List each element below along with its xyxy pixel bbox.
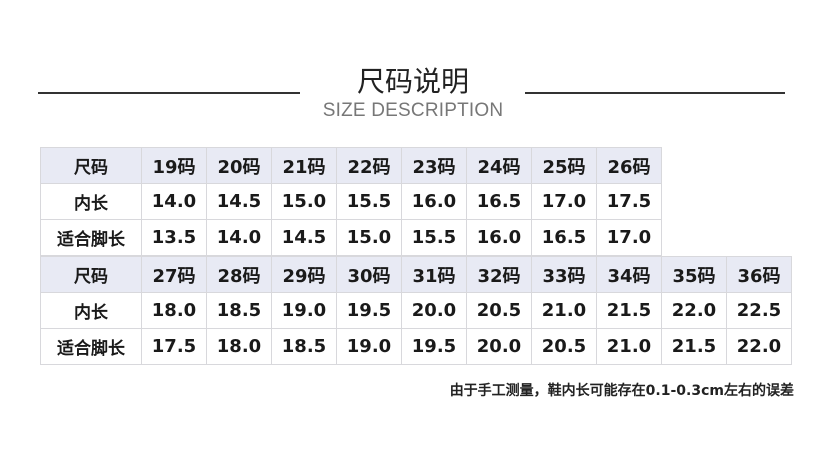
table-cell: 21码 [271, 147, 337, 184]
table-cell: 17.0 [596, 219, 662, 256]
table-cell: 22.0 [661, 292, 727, 329]
foot-length-row: 适合脚长 13.5 14.0 14.5 15.0 15.5 16.0 16.5 17.0 [40, 219, 662, 256]
table-cell: 21.0 [531, 292, 597, 329]
table-cell: 21.0 [596, 328, 662, 365]
table-cell: 18.5 [206, 292, 272, 329]
table-cell: 19码 [141, 147, 207, 184]
row-label: 适合脚长 [40, 328, 142, 365]
table-cell: 19.5 [401, 328, 467, 365]
table-cell: 15.5 [401, 219, 467, 256]
size-row: 尺码 19码 20码 21码 22码 23码 24码 25码 26码 [40, 147, 662, 184]
left-rule [38, 92, 300, 94]
table-cell: 25码 [531, 147, 597, 184]
table-cell: 16.0 [466, 219, 532, 256]
table-cell: 19.5 [336, 292, 402, 329]
row-label: 适合脚长 [40, 219, 142, 256]
table-cell: 18.5 [271, 328, 337, 365]
table-cell: 31码 [401, 256, 467, 293]
table-cell: 19.0 [271, 292, 337, 329]
page-subtitle: SIZE DESCRIPTION [322, 100, 504, 121]
table-cell: 20.0 [466, 328, 532, 365]
table-cell: 15.5 [336, 183, 402, 220]
table-cell: 21.5 [661, 328, 727, 365]
table-cell: 14.5 [271, 219, 337, 256]
table-cell: 29码 [271, 256, 337, 293]
table-cell: 17.5 [596, 183, 662, 220]
table-cell: 27码 [141, 256, 207, 293]
table-cell: 24码 [466, 147, 532, 184]
row-label: 内长 [40, 183, 142, 220]
row-label: 尺码 [40, 256, 142, 293]
table-cell: 20.0 [401, 292, 467, 329]
table-cell: 22.5 [726, 292, 792, 329]
table-cell: 21.5 [596, 292, 662, 329]
table-cell: 20.5 [466, 292, 532, 329]
row-label: 内长 [40, 292, 142, 329]
size-row: 尺码 27码 28码 29码 30码 31码 32码 33码 34码 35码 36码 [40, 256, 792, 293]
foot-length-row: 适合脚长 17.5 18.0 18.5 19.0 19.5 20.0 20.5 21.0 21.5… [40, 328, 792, 365]
table-cell: 14.5 [206, 183, 272, 220]
measurement-note: 由于手工测量，鞋内长可能存在0.1-0.3cm左右的误差 [449, 383, 794, 399]
table-cell: 34码 [596, 256, 662, 293]
page-title: 尺码说明 [356, 65, 469, 98]
table-cell: 15.0 [336, 219, 402, 256]
table-cell: 30码 [336, 256, 402, 293]
table-cell: 22码 [336, 147, 402, 184]
table-cell: 17.5 [141, 328, 207, 365]
right-rule [525, 92, 785, 94]
table-cell: 18.0 [141, 292, 207, 329]
table-cell: 20码 [206, 147, 272, 184]
table-cell: 32码 [466, 256, 532, 293]
inner-length-row: 内长 14.0 14.5 15.0 15.5 16.0 16.5 17.0 17.5 [40, 183, 662, 220]
table-cell: 26码 [596, 147, 662, 184]
table-cell: 28码 [206, 256, 272, 293]
table-cell: 16.5 [466, 183, 532, 220]
row-label: 尺码 [40, 147, 142, 184]
table-cell: 14.0 [141, 183, 207, 220]
table-cell: 16.5 [531, 219, 597, 256]
table-cell: 35码 [661, 256, 727, 293]
table-cell: 23码 [401, 147, 467, 184]
table-cell: 18.0 [206, 328, 272, 365]
table-cell: 20.5 [531, 328, 597, 365]
table-cell: 22.0 [726, 328, 792, 365]
table-cell: 15.0 [271, 183, 337, 220]
table-cell: 16.0 [401, 183, 467, 220]
table-cell: 17.0 [531, 183, 597, 220]
table-cell: 14.0 [206, 219, 272, 256]
inner-length-row: 内长 18.0 18.5 19.0 19.5 20.0 20.5 21.0 21.5 22.0 22… [40, 292, 792, 329]
table-cell: 13.5 [141, 219, 207, 256]
table-cell: 33码 [531, 256, 597, 293]
table-cell: 36码 [726, 256, 792, 293]
table-cell: 19.0 [336, 328, 402, 365]
size-table-2: 尺码 27码 28码 29码 30码 31码 32码 33码 34码 35码 36码 内长 18.0 18… [40, 256, 792, 365]
size-table-1: 尺码 19码 20码 21码 22码 23码 24码 25码 26码 内长 14.0 14.5 15.0… [40, 147, 662, 256]
